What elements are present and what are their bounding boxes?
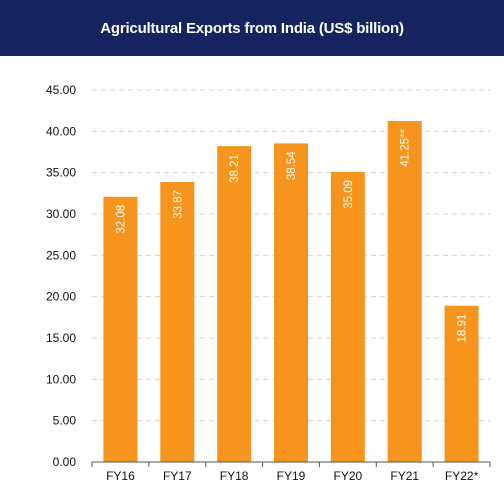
bar-fy21	[387, 121, 422, 462]
y-tick-label: 45.00	[46, 83, 76, 97]
bar-value-label: 32.08	[115, 205, 127, 234]
bar-fy22	[444, 305, 479, 462]
x-category-label: FY17	[163, 469, 192, 483]
bar-fy18	[217, 146, 252, 462]
x-category-label: FY18	[220, 469, 249, 483]
x-category-label: FY21	[390, 469, 419, 483]
x-category-label: FY16	[106, 469, 135, 483]
bar-chart: 0.00 5.00 10.00 15.00 20.00 25.00 30.00 35.00 40…	[46, 83, 491, 483]
bar-value-label: 41.25**	[400, 128, 412, 166]
bar-value-label: 38.54	[286, 151, 298, 180]
y-tick-label: 30.00	[46, 207, 76, 221]
bar-value-label: 18.91	[457, 314, 469, 343]
y-tick-label: 40.00	[46, 124, 76, 138]
chart-title: Agricultural Exports from India (US$ bil…	[0, 0, 504, 56]
y-tick-label: 15.00	[46, 331, 76, 345]
y-tick-label: 5.00	[53, 414, 77, 428]
bars	[103, 121, 479, 463]
x-category-label: FY19	[277, 469, 306, 483]
y-tick-label: 10.00	[46, 372, 76, 386]
bar-fy19	[274, 143, 308, 463]
bar-value-label: 38.21	[229, 154, 241, 183]
bar-value-labels: 32.08 33.87 38.21 38.54 35.09 41.25** 18.91	[115, 128, 468, 342]
bar-value-label: 33.87	[172, 190, 184, 219]
y-tick-label: 35.00	[46, 166, 76, 180]
bar-fy17	[160, 182, 195, 462]
bar-fy20	[330, 171, 365, 462]
y-tick-label: 0.00	[53, 455, 77, 469]
x-category-label: FY22*	[445, 469, 479, 483]
bar-fy16	[103, 196, 138, 462]
x-axis-labels: FY16 FY17 FY18 FY19 FY20 FY21 FY22*	[91, 462, 491, 483]
x-category-label: FY20	[334, 469, 363, 483]
y-axis-ticks: 0.00 5.00 10.00 15.00 20.00 25.00 30.00 35.00 40…	[46, 83, 76, 469]
bar-value-label: 35.09	[343, 180, 355, 209]
y-tick-label: 25.00	[46, 248, 76, 262]
y-tick-label: 20.00	[46, 290, 76, 304]
